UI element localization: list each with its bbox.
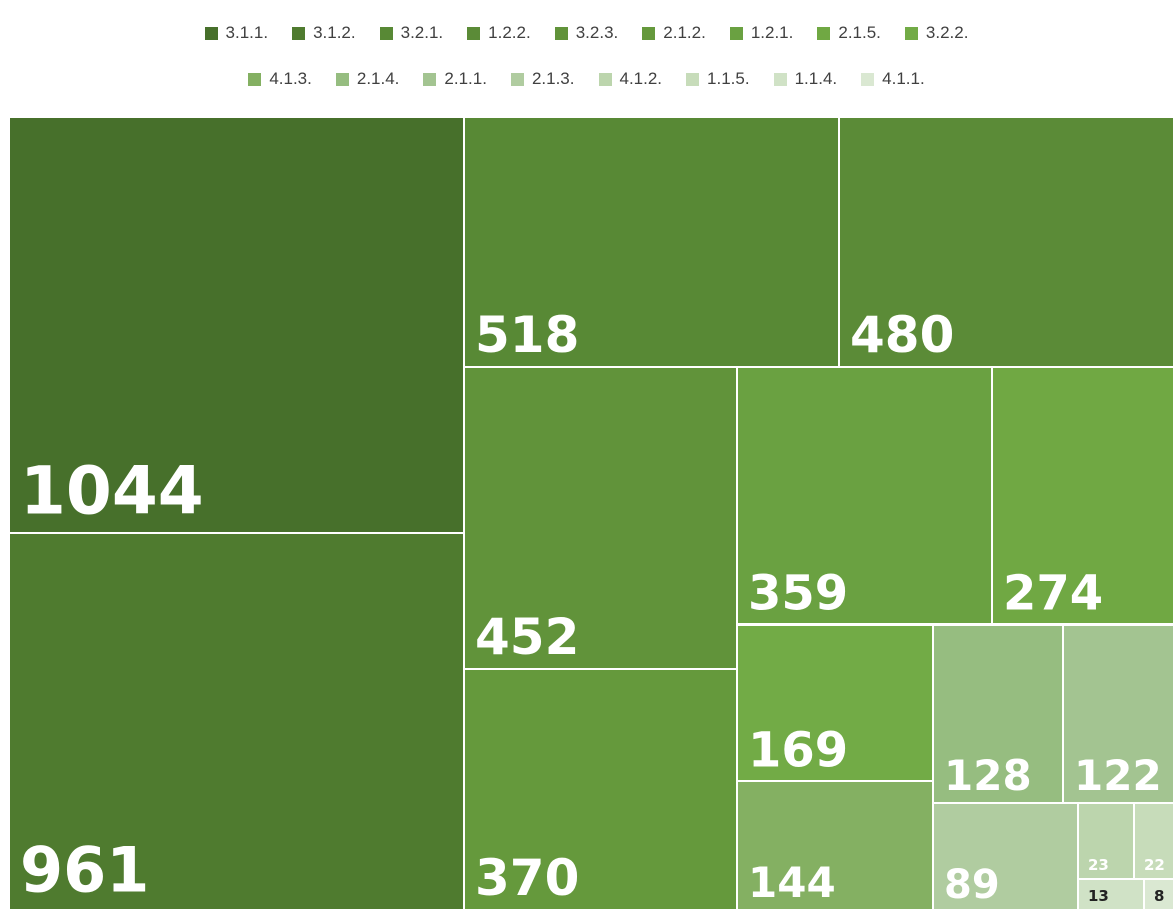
cell-label: 22: [1144, 856, 1165, 874]
treemap-cell: [10, 118, 463, 532]
treemap-cell: [465, 368, 736, 668]
legend-swatch: [379, 26, 393, 40]
cell-label: 89: [944, 862, 1000, 908]
legend-label: 1.2.1.: [750, 23, 794, 42]
treemap-cell: [465, 118, 838, 366]
legend-label: 2.1.3.: [531, 69, 575, 88]
cell-label: 518: [475, 306, 579, 364]
treemap-cell: [1145, 880, 1173, 909]
legend-label: 3.1.1.: [225, 23, 269, 42]
legend-swatch: [510, 72, 524, 86]
cell-label: 274: [1003, 566, 1103, 622]
legend-label: 3.1.2.: [313, 23, 356, 42]
legend-item: 4.1.3.: [248, 69, 312, 89]
legend-item: 3.2.1.: [379, 23, 444, 43]
treemap-cell: [934, 804, 1077, 909]
legend-swatch: [423, 72, 437, 86]
legend-swatch: [773, 72, 787, 86]
legend-label: 2.1.5.: [838, 23, 881, 42]
cell-label: 370: [475, 849, 579, 907]
treemap-cell: [738, 626, 932, 780]
legend-row: 4.1.3. 2.1.4. 2.1.1. 2.1.3. 4.1.2. 1.1.5. 1.1.…: [0, 56, 1173, 102]
legend-swatch: [248, 72, 262, 86]
legend-swatch: [467, 26, 481, 40]
legend-label: 1.1.5.: [707, 69, 750, 88]
legend-item: 3.2.3.: [554, 23, 619, 43]
legend-swatch: [686, 72, 700, 86]
legend-item: 1.2.1.: [729, 23, 794, 43]
treemap-cell: [738, 782, 932, 909]
legend-item: 3.1.1.: [204, 23, 269, 43]
treemap-cell: [840, 118, 1173, 366]
treemap-cell: [934, 626, 1062, 802]
legend-row: 3.1.1. 3.1.2. 3.2.1. 1.2.2. 3.2.3. 2.1.2. 1.2.…: [0, 10, 1173, 56]
cell-label: 8: [1154, 887, 1164, 905]
cell-label: 13: [1088, 887, 1109, 905]
legend-item: 2.1.1.: [423, 69, 487, 89]
legend-label: 1.1.4.: [794, 69, 838, 88]
legend-item: 1.1.4.: [773, 69, 838, 89]
legend-label: 3.2.3.: [575, 23, 619, 42]
legend-label: 2.1.1.: [444, 69, 487, 88]
cell-label: 169: [748, 723, 848, 779]
treemap-cell: [993, 368, 1173, 623]
legend-swatch: [204, 26, 218, 40]
legend-swatch: [335, 72, 349, 86]
legend-swatch: [861, 72, 875, 86]
treemap-cell: [738, 368, 991, 623]
legend: 3.1.1. 3.1.2. 3.2.1. 1.2.2. 3.2.3. 2.1.2. 1.2.…: [0, 10, 1173, 102]
legend-item: 2.1.5.: [817, 23, 881, 43]
legend-item: 3.1.2.: [292, 23, 356, 43]
legend-item: 2.1.4.: [335, 69, 400, 89]
legend-item: 2.1.3.: [510, 69, 575, 89]
treemap-cell: [10, 534, 463, 909]
legend-item: 1.1.5.: [686, 69, 750, 89]
cell-label: 1044: [20, 453, 204, 530]
legend-label: 2.1.2.: [663, 23, 706, 42]
legend-label: 1.2.2.: [488, 23, 531, 42]
cell-label: 961: [20, 834, 149, 907]
legend-label: 3.2.1.: [400, 23, 444, 42]
cell-label: 128: [944, 751, 1032, 800]
cell-label: 359: [748, 566, 848, 622]
treemap-cell: [465, 670, 736, 909]
legend-swatch: [292, 26, 306, 40]
cell-label: 144: [748, 858, 836, 907]
treemap-cell: [1079, 804, 1133, 878]
legend-swatch: [904, 26, 918, 40]
cell-label: 452: [475, 608, 579, 666]
legend-item: 4.1.1.: [861, 69, 925, 89]
legend-item: 1.2.2.: [467, 23, 531, 43]
legend-item: 3.2.2.: [904, 23, 969, 43]
treemap-cell: [1064, 626, 1173, 802]
legend-swatch: [554, 26, 568, 40]
legend-item: 2.1.2.: [642, 23, 706, 43]
legend-label: 2.1.4.: [356, 69, 400, 88]
legend-swatch: [729, 26, 743, 40]
legend-label: 4.1.3.: [269, 69, 312, 88]
cell-label: 480: [850, 306, 954, 364]
treemap-cell: [1135, 804, 1173, 878]
legend-swatch: [817, 26, 831, 40]
legend-item: 4.1.2.: [598, 69, 663, 89]
treemap-cell: [1079, 880, 1143, 909]
cell-label: 23: [1088, 856, 1109, 874]
legend-swatch: [598, 72, 612, 86]
legend-label: 4.1.2.: [619, 69, 663, 88]
legend-swatch: [642, 26, 656, 40]
legend-label: 3.2.2.: [925, 23, 969, 42]
cell-label: 122: [1074, 751, 1162, 800]
legend-label: 4.1.1.: [882, 69, 925, 88]
